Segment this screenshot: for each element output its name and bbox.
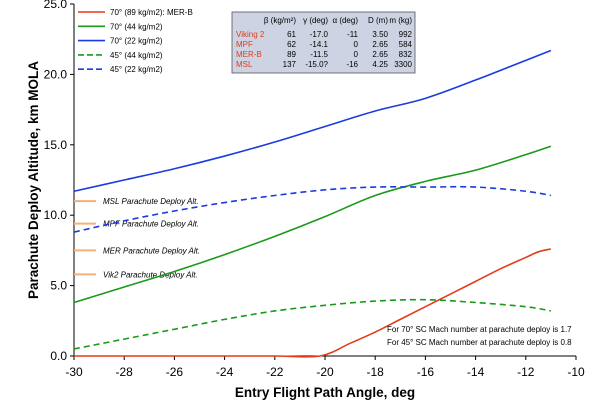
table-cell: 4.25 <box>372 60 388 69</box>
y-tick-label: 20.0 <box>44 67 68 81</box>
table-cell: 61 <box>287 30 296 39</box>
x-tick-label: -14 <box>467 365 485 379</box>
table-cell: -11.5 <box>310 50 328 59</box>
x-tick-label: -18 <box>367 365 385 379</box>
legend-label: 45° (44 kg/m2) <box>110 51 163 60</box>
reference-label: MSL Parachute Deploy Alt. <box>103 197 199 206</box>
table-cell: 89 <box>287 50 296 59</box>
table-cell: -11 <box>347 30 359 39</box>
table-cell: 0 <box>354 50 359 59</box>
data-table-box <box>231 11 416 74</box>
series-line <box>73 145 552 304</box>
y-tick-label: 0.0 <box>50 349 67 363</box>
reference-label: MER Parachute Deploy Alt. <box>103 246 200 255</box>
y-tick-group: 0.0 5.0 10.0 15.0 20.0 25.0 <box>44 0 74 363</box>
legend: 70° (89 kg/m2): MER-B 70° (44 kg/m2) 70° (… <box>78 8 193 74</box>
table-cell: -17.0 <box>310 30 329 39</box>
y-tick-label: 15.0 <box>44 138 68 152</box>
table-cell: 3.50 <box>372 30 388 39</box>
x-tick-label: -30 <box>65 365 83 379</box>
legend-label: 70° (89 kg/m2): MER-B <box>110 8 193 17</box>
y-tick-label: 25.0 <box>44 0 68 11</box>
table-cell: 2.65 <box>372 50 388 59</box>
table-header: γ (deg) <box>303 16 328 25</box>
table-cell: 2.65 <box>372 40 388 49</box>
x-tick-label: -12 <box>517 365 535 379</box>
table-cell: -15.0? <box>305 60 328 69</box>
x-tick-label: -22 <box>266 365 284 379</box>
table-header: D (m) <box>368 16 388 25</box>
table-cell: 992 <box>399 30 413 39</box>
table-cell: 137 <box>283 60 297 69</box>
table-cell: 3300 <box>394 60 412 69</box>
table-header: m (kg) <box>389 16 412 25</box>
legend-label: 45° (22 kg/m2) <box>110 65 163 74</box>
reference-lines: MSL Parachute Deploy Alt. MPF Parachute D… <box>74 197 200 279</box>
y-tick-label: 5.0 <box>50 279 67 293</box>
note-line-2: For 45° SC Mach number at parachute depl… <box>387 338 572 347</box>
table-header: α (deg) <box>332 16 358 25</box>
series-line <box>73 298 552 350</box>
table-cell: 0 <box>354 40 359 49</box>
x-tick-label: -28 <box>116 365 134 379</box>
reference-label: MPF Parachute Deploy Alt. <box>103 220 199 229</box>
x-tick-label: -20 <box>316 365 334 379</box>
data-table: β (kg/m²) γ (deg) α (deg) D (m) m (kg) Viking… <box>231 11 416 74</box>
table-cell: -16 <box>346 60 358 69</box>
y-tick-label: 10.0 <box>44 208 68 222</box>
table-header: β (kg/m²) <box>264 16 296 25</box>
y-axis-title: Parachute Deploy Altitude, km MOLA <box>26 61 41 299</box>
x-tick-group: -30 -28 -26 -24 -22 -20 -18 -16 -14 -12 -10 <box>65 356 585 379</box>
table-cell: 584 <box>399 40 413 49</box>
table-cell: 832 <box>399 50 413 59</box>
x-tick-label: -10 <box>567 365 585 379</box>
table-row-name: MER-B <box>236 50 262 59</box>
series-line <box>74 248 552 358</box>
reference-label: Vik2 Parachute Deploy Alt. <box>103 270 198 279</box>
x-tick-label: -16 <box>417 365 435 379</box>
series-group <box>73 49 552 358</box>
legend-label: 70° (44 kg/m2) <box>110 22 163 31</box>
table-row-name: Viking 2 <box>236 30 265 39</box>
legend-label: 70° (22 kg/m2) <box>110 37 163 46</box>
table-cell: 62 <box>287 40 296 49</box>
series-line <box>73 185 552 233</box>
table-cell: -14.1 <box>310 40 329 49</box>
table-row-name: MSL <box>236 60 253 69</box>
series-line <box>73 49 552 193</box>
note-line-1: For 70° SC Mach number at parachute depl… <box>387 325 572 334</box>
x-axis-title: Entry Flight Path Angle, deg <box>235 385 415 400</box>
table-row-name: MPF <box>236 40 253 49</box>
x-tick-label: -26 <box>166 365 184 379</box>
x-tick-label: -24 <box>216 365 234 379</box>
